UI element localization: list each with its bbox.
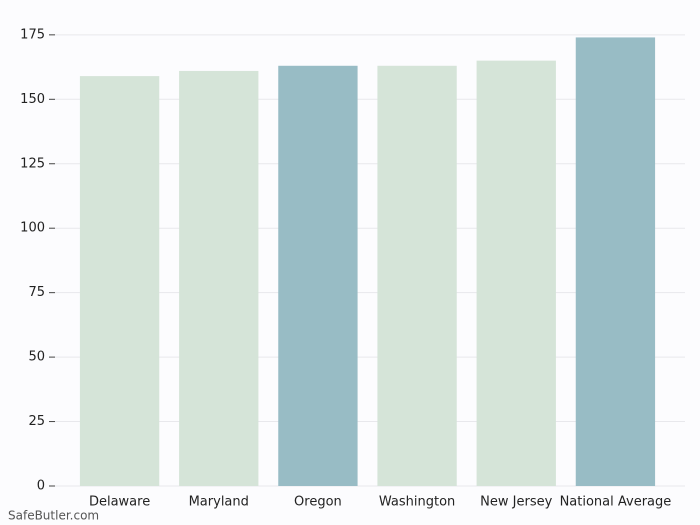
watermark: SafeButler.com [8, 509, 99, 523]
y-tick-label: 125 [20, 156, 45, 171]
y-tick-label: 50 [28, 350, 45, 365]
bar [575, 37, 656, 487]
bar [179, 70, 259, 486]
x-tick-label: Oregon [294, 495, 342, 510]
bar [377, 65, 457, 487]
x-tick-label: National Average [560, 495, 672, 510]
y-tick-label: 150 [20, 92, 45, 107]
y-tick-label: 175 [20, 27, 45, 42]
y-tick-label: 0 [37, 479, 45, 494]
x-tick-label: Delaware [89, 495, 150, 510]
x-tick-label: New Jersey [480, 495, 552, 510]
y-tick-label: 75 [28, 285, 45, 300]
bar [79, 76, 160, 487]
bar [476, 60, 556, 486]
y-tick-label: 100 [20, 221, 45, 236]
x-tick-label: Maryland [189, 495, 249, 510]
x-tick-label: Washington [379, 495, 455, 510]
bar [278, 65, 358, 487]
y-tick-label: 25 [28, 414, 45, 429]
